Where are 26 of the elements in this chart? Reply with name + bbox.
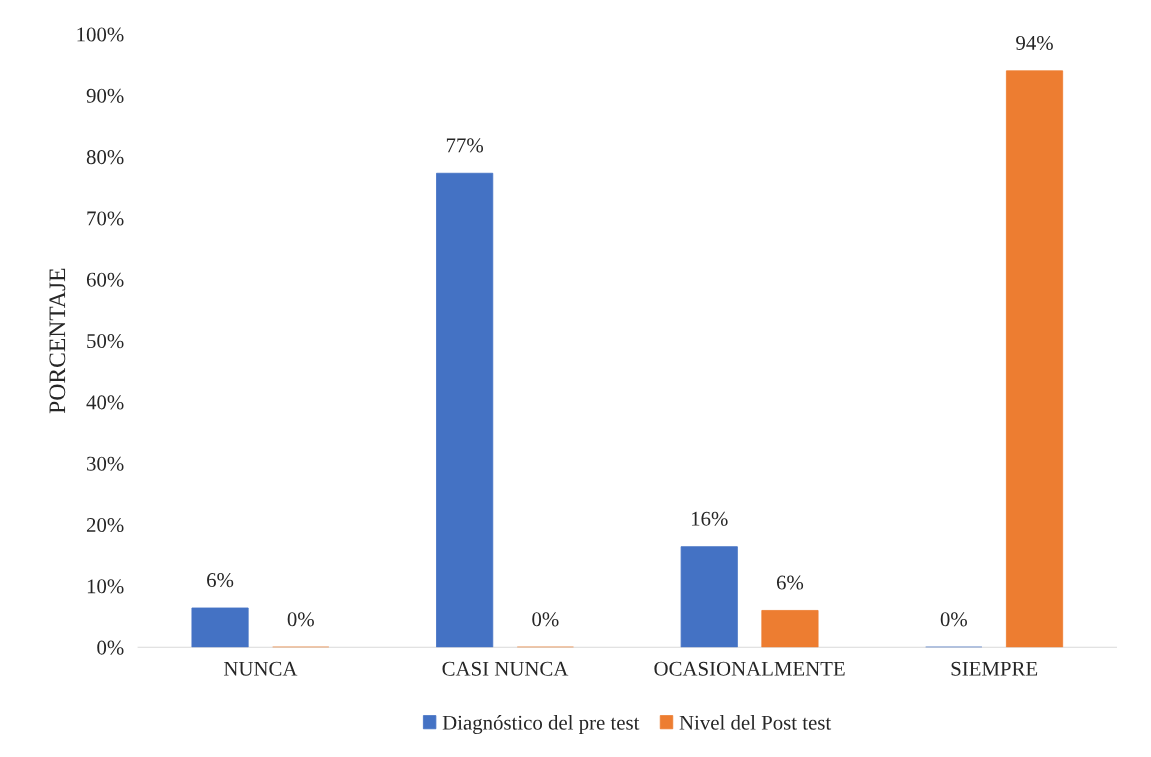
y-tick-label: 0% [97, 640, 124, 655]
y-tick-label: 90% [86, 88, 124, 103]
data-label: 94% [1016, 35, 1053, 51]
x-tick-label: NUNCA [223, 661, 298, 676]
y-tick-label: 30% [87, 456, 124, 471]
y-tick-label: 100% [77, 27, 124, 42]
x-tick-label: CASI NUNCA [442, 661, 569, 676]
y-tick-label: 40% [86, 395, 124, 410]
data-label: 6% [207, 573, 234, 588]
y-tick-label: 50% [87, 334, 124, 349]
y-tick-label: 20% [86, 517, 124, 533]
data-label: 0% [940, 612, 967, 627]
y-tick-label: 10% [87, 579, 124, 594]
legend-label: Nivel del Post test [679, 715, 832, 730]
data-label: 0% [532, 612, 559, 627]
y-tick-label: 80% [86, 150, 124, 165]
data-label: 77% [446, 138, 484, 153]
y-tick-label: 60% [86, 272, 124, 287]
data-label: 0% [287, 612, 314, 627]
data-label: 16% [691, 511, 728, 526]
x-tick-label: SIEMPRE [951, 661, 1038, 676]
y-tick-label: 70% [87, 211, 124, 226]
x-tick-label: OCASIONALMENTE [654, 661, 845, 676]
data-label: 6% [776, 575, 804, 590]
y-axis-title: PORCENTAJE [49, 268, 66, 414]
legend-label: Diagnóstico del pre test [442, 715, 640, 735]
